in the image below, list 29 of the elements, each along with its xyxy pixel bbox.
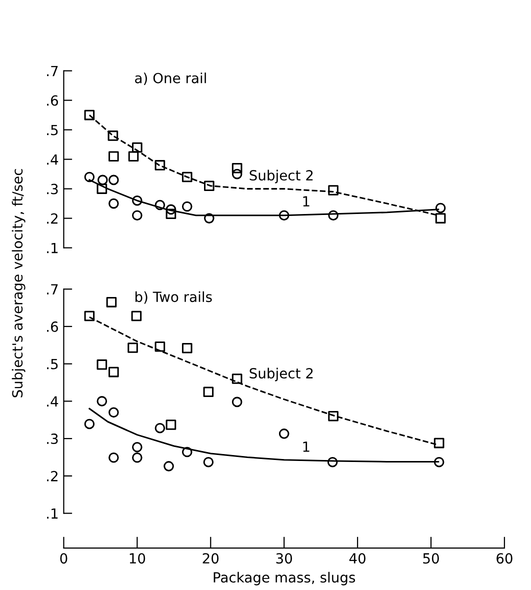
y-tick-label: .1 — [47, 242, 58, 254]
x-tick-label: 60 — [496, 553, 512, 564]
series-label: Subject 2 — [250, 170, 313, 184]
x-tick-label: 0 — [60, 553, 68, 564]
y-tick-label: .6 — [47, 321, 58, 332]
x-tick-label: 20 — [202, 553, 219, 564]
x-axis-title: Package mass, slugs — [214, 572, 356, 586]
y-tick-label: .3 — [47, 434, 58, 444]
y-tick-label: .4 — [47, 396, 58, 406]
y-axis-title: Subject's average velocity, ft/sec — [12, 169, 26, 398]
x-tick-label: 10 — [130, 553, 146, 564]
x-tick-label: 40 — [349, 553, 366, 564]
chart-title: a) One rail — [135, 72, 206, 85]
y-tick-label: .4 — [47, 154, 58, 165]
x-tick-label: 30 — [276, 553, 292, 564]
y-tick-label: .2 — [47, 213, 58, 224]
y-tick-label: .5 — [47, 124, 58, 136]
chart-title: b) Two rails — [136, 291, 212, 304]
y-tick-label: .5 — [47, 358, 58, 370]
y-tick-label: .3 — [47, 184, 58, 194]
y-tick-label: .7 — [47, 284, 58, 294]
y-tick-label: .7 — [47, 66, 58, 76]
series-label: 1 — [303, 442, 310, 452]
y-tick-label: .6 — [47, 95, 58, 106]
series-label: 1 — [303, 196, 310, 206]
y-tick-label: .2 — [47, 470, 58, 482]
y-tick-label: .1 — [47, 508, 58, 519]
series-label: Subject 2 — [250, 368, 313, 382]
x-tick-label: 50 — [423, 553, 439, 564]
